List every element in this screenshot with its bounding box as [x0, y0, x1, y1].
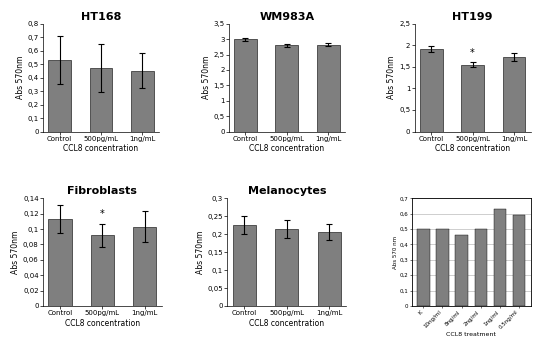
Bar — [420, 49, 443, 132]
X-axis label: CCL8 concentration: CCL8 concentration — [249, 144, 324, 153]
Bar — [317, 233, 341, 306]
Title: WM983A: WM983A — [259, 12, 314, 22]
Bar — [276, 45, 298, 132]
Bar — [417, 229, 429, 306]
Y-axis label: Abs 570nm: Abs 570nm — [196, 231, 205, 274]
Text: *: * — [100, 209, 105, 219]
X-axis label: CCL8 concentration: CCL8 concentration — [435, 144, 510, 153]
Bar — [90, 68, 113, 132]
Bar — [48, 60, 71, 132]
Bar — [233, 225, 256, 306]
Bar — [494, 209, 506, 306]
Bar — [513, 215, 525, 306]
Bar — [317, 45, 339, 132]
Bar — [461, 65, 484, 132]
Bar — [436, 229, 449, 306]
Bar — [503, 57, 525, 132]
Bar — [456, 235, 468, 306]
Y-axis label: Abs 570nm: Abs 570nm — [11, 231, 20, 274]
Title: HT199: HT199 — [452, 12, 493, 22]
Bar — [48, 219, 72, 306]
Bar — [474, 229, 487, 306]
Y-axis label: Abs 570nm: Abs 570nm — [388, 56, 397, 99]
Bar — [133, 227, 157, 306]
Bar — [131, 71, 154, 132]
X-axis label: CCL8 concentration: CCL8 concentration — [249, 319, 324, 328]
Title: Fibroblasts: Fibroblasts — [68, 186, 137, 196]
Title: Melanocytes: Melanocytes — [248, 186, 326, 196]
Bar — [275, 229, 299, 306]
Y-axis label: Abs 570nm: Abs 570nm — [16, 56, 25, 99]
Bar — [91, 235, 114, 306]
X-axis label: CCL8 concentration: CCL8 concentration — [63, 144, 138, 153]
Y-axis label: Abs 570 nm: Abs 570 nm — [393, 236, 398, 269]
Text: *: * — [470, 48, 475, 58]
Title: HT168: HT168 — [81, 12, 121, 22]
Bar — [234, 39, 257, 132]
X-axis label: CCL8 treatment: CCL8 treatment — [446, 332, 496, 337]
X-axis label: CCL8 concentration: CCL8 concentration — [65, 319, 140, 328]
Y-axis label: Abs 570nm: Abs 570nm — [202, 56, 211, 99]
